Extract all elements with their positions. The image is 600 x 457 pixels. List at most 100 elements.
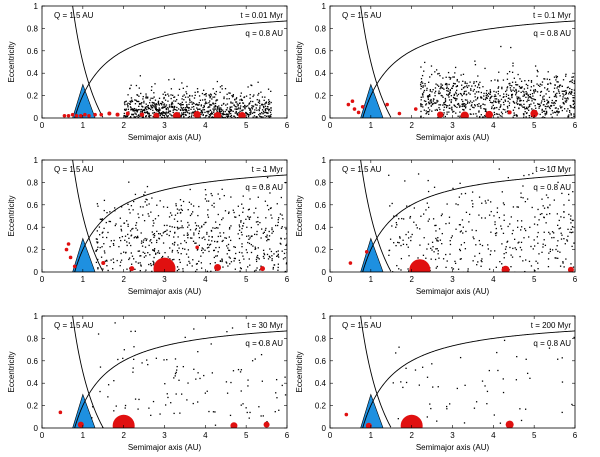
planetesimal-dot [440,94,442,97]
planetesimal-dot [407,237,410,239]
planetesimal-dot [130,252,132,254]
planetesimal-dot [525,116,527,118]
planetesimal-dot [486,403,488,405]
planetesimal-dot [567,86,569,88]
planetesimal-dot [137,262,140,264]
y-tick-label: 0.6 [27,201,39,210]
planetesimal-dot [266,176,269,179]
planetesimal-dot [154,83,156,85]
planetesimal-dot [113,380,115,382]
planetesimal-dot [191,95,193,97]
planetesimal-dot [536,83,538,85]
planetesimal-dot [217,235,219,238]
planetesimal-dot [126,268,128,270]
planetesimal-dot [431,73,433,76]
planetesimal-dot [264,229,267,231]
planetesimal-dot [185,253,188,255]
planetesimal-dot [240,98,243,100]
planetesimal-dot [186,103,188,106]
planetesimal-dot [572,219,574,222]
planetesimal-dot [515,379,518,381]
y-tick-label: 0.8 [315,24,327,33]
planetesimal-dot [227,249,230,251]
planetesimal-dot [285,262,287,264]
planetesimal-dot [139,108,141,111]
planetesimal-dot [523,95,525,97]
planetesimal-dot [200,113,202,116]
planetesimal-dot [134,112,136,114]
planetesimal-dot [208,114,211,116]
planetesimal-dot [565,91,567,94]
planetesimal-dot [125,100,127,102]
planetesimal-dot [164,91,166,93]
planetesimal-dot [214,262,216,264]
x-tick-label: 2 [121,121,126,130]
planetesimal-dot [242,255,244,257]
planetesimal-dot [161,107,163,109]
planetesimal-dot [495,95,497,97]
planetesimal-dot [184,107,186,109]
planetesimal-dot [546,111,548,114]
plot-area [58,316,287,428]
planetesimal-dot [504,109,506,111]
planetesimal-dot [234,98,236,101]
planetesimal-dot [157,110,159,113]
planetesimal-dot [220,108,222,111]
planetesimal-dot [148,244,150,247]
planetesimal-dot [250,226,253,229]
planetesimal-dot [437,240,439,242]
planetesimal-dot [553,95,556,98]
planetesimal-dot [452,96,455,99]
planetesimal-dot [434,95,436,97]
planetesimal-dot [209,103,211,106]
planetesimal-dot [207,209,209,211]
planetesimal-dot [185,91,187,93]
planetesimal-dot [436,108,438,111]
x-axis-label: Semimajor axis (AU) [416,287,490,296]
planetesimal-dot [465,103,467,106]
planetesimal-dot [191,103,193,105]
planetesimal-dot [483,95,485,97]
planetesimal-dot [124,404,127,407]
y-axis-label: Eccentricity [295,42,304,83]
planetesimal-dot [570,215,572,217]
planetesimal-dot [152,112,154,114]
planetesimal-dot [437,116,439,118]
planetesimal-dot [464,192,467,195]
planetesimal-dot [167,93,169,95]
planetesimal-dot [157,109,159,111]
embryo-point [77,421,84,428]
planetesimal-dot [439,239,442,241]
planetesimal-dot [249,108,251,110]
planetesimal-dot [213,249,215,252]
planetesimal-dot [144,201,146,203]
planetesimal-dot [165,104,168,106]
planetesimal-dot [169,212,172,214]
planetesimal-dot [138,114,140,116]
planetesimal-dot [490,96,492,98]
planetesimal-dot [428,218,430,220]
planetesimal-dot [425,113,427,115]
planetesimal-dot [462,73,465,75]
planetesimal-dot [108,220,110,223]
planetesimal-dot [440,86,442,89]
planetesimal-dot [239,270,241,272]
planetesimal-dot [448,222,450,224]
planetesimal-dot [241,227,243,230]
planetesimal-dot [448,83,450,86]
planetesimal-dot [134,398,137,400]
planetesimal-dot [530,97,532,99]
planetesimal-dot [488,369,490,372]
planetesimal-dot [91,406,94,408]
planetesimal-dot [418,384,420,386]
planetesimal-dot [249,102,251,104]
planetesimal-dot [557,240,559,242]
planetesimal-dot [143,256,146,258]
planetesimal-dot [130,109,132,111]
planetesimal-dot [531,98,533,100]
planetesimal-dot [174,232,176,234]
planetesimal-dot [512,247,514,250]
planetesimal-dot [145,198,147,200]
planetesimal-dot [126,241,128,243]
planetesimal-dot [204,392,206,394]
